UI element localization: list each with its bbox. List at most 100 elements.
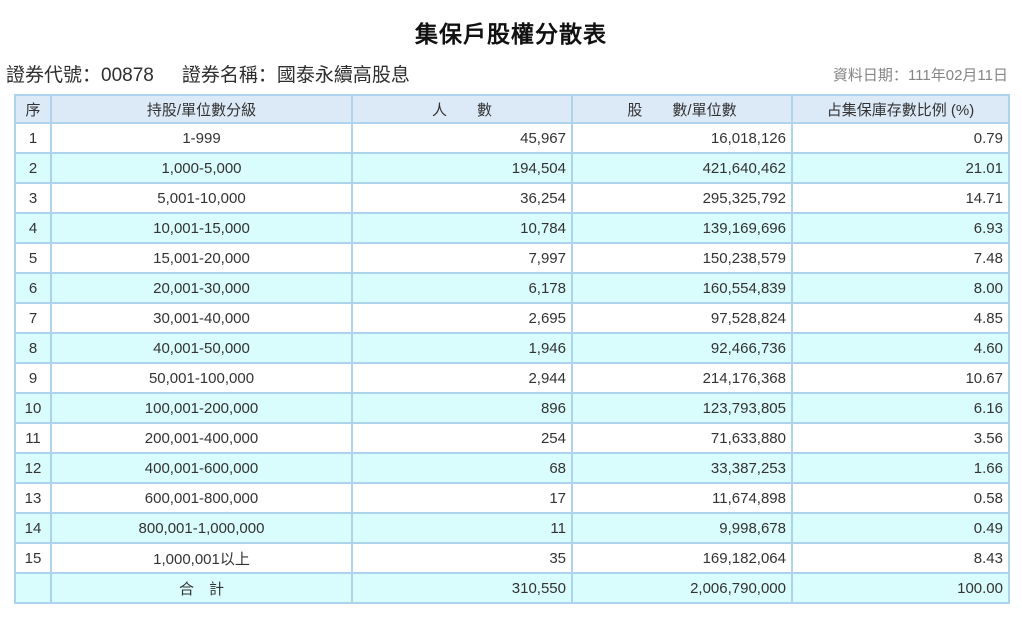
table-row: 10 100,001-200,000 896 123,793,805 6.16 (14, 392, 1010, 424)
holders-cell: 35 (351, 542, 573, 574)
data-date-label: 資料日期： (832, 67, 908, 84)
seq-cell: 4 (14, 212, 52, 244)
shares-cell: 169,182,064 (571, 542, 793, 574)
tier-cell: 1,000-5,000 (50, 152, 353, 184)
seq-cell: 2 (14, 152, 52, 184)
tier-cell: 10,001-15,000 (50, 212, 353, 244)
shares-cell: 150,238,579 (571, 242, 793, 274)
shareholding-dispersion-report: 集保戶股權分散表 證券代號：00878 證券名稱：國泰永續高股息 資料日期：111… (0, 15, 1022, 604)
holders-cell: 11 (351, 512, 573, 544)
tier-cell: 800,001-1,000,000 (50, 512, 353, 544)
security-code: 00878 (101, 65, 154, 86)
table-row: 3 5,001-10,000 36,254 295,325,792 14.71 (14, 182, 1010, 214)
col-header-tier: 持股/單位數分級 (50, 94, 353, 124)
table-row: 6 20,001-30,000 6,178 160,554,839 8.00 (14, 272, 1010, 304)
shares-cell: 71,633,880 (571, 422, 793, 454)
pct-cell: 14.71 (791, 182, 1010, 214)
table-row: 5 15,001-20,000 7,997 150,238,579 7.48 (14, 242, 1010, 274)
holders-cell: 6,178 (351, 272, 573, 304)
tier-cell: 400,001-600,000 (50, 452, 353, 484)
shares-cell: 295,325,792 (571, 182, 793, 214)
holders-cell: 45,967 (351, 122, 573, 154)
tier-cell: 1-999 (50, 122, 353, 154)
pct-cell: 8.43 (791, 542, 1010, 574)
pct-cell: 21.01 (791, 152, 1010, 184)
seq-cell: 5 (14, 242, 52, 274)
shares-cell: 11,674,898 (571, 482, 793, 514)
tier-cell: 30,001-40,000 (50, 302, 353, 334)
table-row: 14 800,001-1,000,000 11 9,998,678 0.49 (14, 512, 1010, 544)
holders-cell: 10,784 (351, 212, 573, 244)
tier-cell: 20,001-30,000 (50, 272, 353, 304)
pct-cell: 0.79 (791, 122, 1010, 154)
total-label: 合 計 (50, 572, 353, 604)
pct-cell: 4.60 (791, 332, 1010, 364)
table-row: 2 1,000-5,000 194,504 421,640,462 21.01 (14, 152, 1010, 184)
table-body: 1 1-999 45,967 16,018,126 0.79 2 1,000-5… (14, 122, 1010, 574)
table-row: 9 50,001-100,000 2,944 214,176,368 10.67 (14, 362, 1010, 394)
holders-cell: 2,944 (351, 362, 573, 394)
tier-cell: 40,001-50,000 (50, 332, 353, 364)
pct-cell: 8.00 (791, 272, 1010, 304)
shares-cell: 160,554,839 (571, 272, 793, 304)
seq-cell: 13 (14, 482, 52, 514)
data-date-value: 111年02月11日 (907, 67, 1008, 84)
col-header-shares: 股 數/單位數 (571, 94, 793, 124)
info-row: 證券代號：00878 證券名稱：國泰永續高股息 資料日期：111年02月11日 (0, 60, 1022, 94)
table-row: 13 600,001-800,000 17 11,674,898 0.58 (14, 482, 1010, 514)
seq-cell: 9 (14, 362, 52, 394)
shares-cell: 92,466,736 (571, 332, 793, 364)
security-code-label: 證券代號： (6, 65, 102, 86)
pct-cell: 10.67 (791, 362, 1010, 394)
shares-cell: 421,640,462 (571, 152, 793, 184)
seq-cell: 1 (14, 122, 52, 154)
tier-cell: 200,001-400,000 (50, 422, 353, 454)
shares-cell: 33,387,253 (571, 452, 793, 484)
table-row: 4 10,001-15,000 10,784 139,169,696 6.93 (14, 212, 1010, 244)
shares-cell: 97,528,824 (571, 302, 793, 334)
holders-cell: 254 (351, 422, 573, 454)
total-row: 合 計 310,550 2,006,790,000 100.00 (14, 572, 1010, 604)
holders-cell: 194,504 (351, 152, 573, 184)
seq-cell: 8 (14, 332, 52, 364)
seq-cell: 6 (14, 272, 52, 304)
tier-cell: 1,000,001以上 (50, 542, 353, 574)
tier-cell: 600,001-800,000 (50, 482, 353, 514)
pct-cell: 4.85 (791, 302, 1010, 334)
seq-cell: 10 (14, 392, 52, 424)
dispersion-table: 序 持股/單位數分級 人 數 股 數/單位數 占集保庫存數比例 (%) 1 1-… (14, 94, 1010, 604)
shares-cell: 16,018,126 (571, 122, 793, 154)
security-info: 證券代號：00878 證券名稱：國泰永續高股息 (6, 60, 410, 87)
shares-cell: 123,793,805 (571, 392, 793, 424)
holders-cell: 896 (351, 392, 573, 424)
pct-cell: 6.93 (791, 212, 1010, 244)
table-row: 12 400,001-600,000 68 33,387,253 1.66 (14, 452, 1010, 484)
table-footer: 合 計 310,550 2,006,790,000 100.00 (14, 572, 1010, 604)
holders-cell: 17 (351, 482, 573, 514)
holders-cell: 1,946 (351, 332, 573, 364)
holders-cell: 68 (351, 452, 573, 484)
holders-cell: 2,695 (351, 302, 573, 334)
security-name: 國泰永續高股息 (276, 65, 410, 86)
seq-cell: 3 (14, 182, 52, 214)
data-date: 資料日期：111年02月11日 (833, 64, 1008, 87)
pct-cell: 0.49 (791, 512, 1010, 544)
total-seq-cell (14, 572, 52, 604)
pct-cell: 6.16 (791, 392, 1010, 424)
page-title: 集保戶股權分散表 (415, 21, 607, 47)
pct-cell: 0.58 (791, 482, 1010, 514)
tier-cell: 100,001-200,000 (50, 392, 353, 424)
shares-cell: 214,176,368 (571, 362, 793, 394)
holders-cell: 7,997 (351, 242, 573, 274)
holders-cell: 36,254 (351, 182, 573, 214)
pct-cell: 7.48 (791, 242, 1010, 274)
table-header-row: 序 持股/單位數分級 人 數 股 數/單位數 占集保庫存數比例 (%) (14, 94, 1010, 124)
table-row: 11 200,001-400,000 254 71,633,880 3.56 (14, 422, 1010, 454)
seq-cell: 11 (14, 422, 52, 454)
col-header-holders: 人 數 (351, 94, 573, 124)
tier-cell: 50,001-100,000 (50, 362, 353, 394)
tier-cell: 5,001-10,000 (50, 182, 353, 214)
pct-cell: 1.66 (791, 452, 1010, 484)
table-row: 7 30,001-40,000 2,695 97,528,824 4.85 (14, 302, 1010, 334)
table-row: 1 1-999 45,967 16,018,126 0.79 (14, 122, 1010, 154)
